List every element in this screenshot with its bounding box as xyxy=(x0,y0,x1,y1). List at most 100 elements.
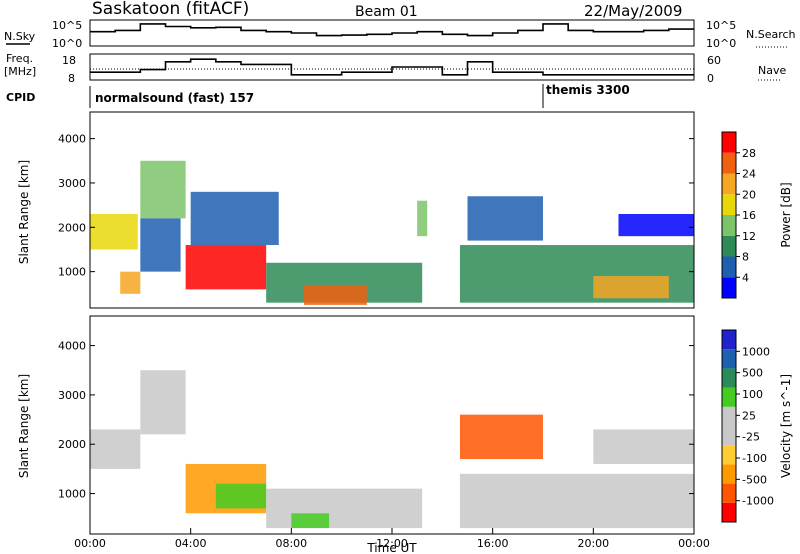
y-tick-label-2: 3000 xyxy=(58,177,86,190)
colorbar-tick-label-3: -25 xyxy=(742,431,760,444)
power-panel: 1000 2000 3000 4000 Slant Range [km] xyxy=(17,111,695,309)
freq-left-tick-bottom: 8 xyxy=(68,72,75,85)
noise-left-tick-bottom: 10^0 xyxy=(52,37,82,50)
colorbar-block-5 xyxy=(722,406,736,426)
power-y-ticks: 1000 2000 3000 4000 xyxy=(58,133,694,279)
noise-panel-frame xyxy=(89,19,695,47)
colorbar-block-3 xyxy=(722,445,736,465)
colorbar-block-6 xyxy=(722,152,736,174)
colorbar-block-7 xyxy=(722,368,736,388)
y-tick-label-1: 2000 xyxy=(58,438,86,451)
colorbar-tick-label-0: 4 xyxy=(742,271,749,284)
colorbar-block-3 xyxy=(722,215,736,236)
data-region-10 xyxy=(467,196,543,241)
data-region-8 xyxy=(417,200,428,237)
data-region-5 xyxy=(291,513,330,529)
beam-title: Beam 01 xyxy=(355,4,418,20)
noise-trace xyxy=(90,23,694,37)
station-title: Saskatoon (fitACF) xyxy=(92,0,249,19)
colorbar-block-4 xyxy=(722,194,736,215)
cpid-label: CPID xyxy=(6,91,35,104)
velocity-colorbar-ticks: -1000 -500 -100 -25 25 100 500 1000 xyxy=(736,345,774,508)
colorbar-tick-label-5: 24 xyxy=(742,168,756,181)
colorbar-block-2 xyxy=(722,235,736,257)
data-region-0 xyxy=(90,429,141,469)
freq-label-1: Freq. xyxy=(6,52,33,65)
x-tick-label-4: 16:00 xyxy=(477,537,509,550)
data-region-6 xyxy=(459,414,543,460)
colorbar-block-7 xyxy=(722,132,736,153)
velocity-x-ticks: 00:00 04:00 08:00 12:00 16:00 20:00 00:00 xyxy=(74,528,710,550)
colorbar-tick-label-5: 100 xyxy=(742,388,763,401)
data-region-4 xyxy=(266,488,423,529)
velocity-colorbar-frame xyxy=(721,329,737,523)
colorbar-block-1 xyxy=(722,483,736,503)
colorbar-block-4 xyxy=(722,426,736,446)
colorbar-block-1 xyxy=(722,256,736,278)
data-region-1 xyxy=(120,271,141,294)
cpid-mode-2: themis 3300 xyxy=(546,83,630,97)
colorbar-tick-label-4: 20 xyxy=(742,188,756,201)
data-region-5 xyxy=(190,191,279,246)
freq-label-2: [MHz] xyxy=(4,65,36,78)
velocity-colorbar-blocks xyxy=(722,330,736,522)
colorbar-tick-label-2: 12 xyxy=(742,230,756,243)
data-region-11 xyxy=(593,276,669,299)
time-axis-label: Time UT xyxy=(366,541,417,554)
date-title: 22/May/2009 xyxy=(584,2,682,20)
colorbar-block-5 xyxy=(722,173,736,195)
data-region-7 xyxy=(303,284,367,305)
freq-right-tick-bottom: 0 xyxy=(707,72,714,85)
colorbar-block-6 xyxy=(722,387,736,407)
freq-panel-frame xyxy=(89,53,695,81)
power-data-marks xyxy=(90,160,694,305)
colorbar-tick-label-7: 1000 xyxy=(742,345,770,358)
x-tick-label-3: 12:00 xyxy=(376,537,408,550)
data-region-12 xyxy=(618,213,694,237)
y-tick-label-1: 2000 xyxy=(58,221,86,234)
velocity-ylabel: Slant Range [km] xyxy=(17,374,31,478)
y-tick-label-2: 3000 xyxy=(58,389,86,402)
data-region-1 xyxy=(140,370,186,435)
noise-left-label: N.Sky xyxy=(4,30,36,43)
power-ylabel: Slant Range [km] xyxy=(17,160,31,264)
colorbar-block-8 xyxy=(722,349,736,369)
x-tick-label-1: 04:00 xyxy=(175,537,207,550)
power-panel-frame xyxy=(89,111,695,309)
data-region-2 xyxy=(140,160,186,219)
velocity-data-marks xyxy=(90,370,694,529)
velocity-panel: 1000 2000 3000 4000 00:00 04:00 08:00 12:00 16:… xyxy=(17,315,710,554)
data-region-0 xyxy=(90,213,138,250)
colorbar-tick-label-1: 8 xyxy=(742,251,749,264)
velocity-colorbar: -1000 -500 -100 -25 25 100 500 1000 Velocity [m… xyxy=(721,329,793,523)
x-tick-label-2: 08:00 xyxy=(275,537,307,550)
colorbar-block-9 xyxy=(722,330,736,350)
freq-right-tick-top: 60 xyxy=(707,54,721,67)
x-tick-label-5: 20:00 xyxy=(577,537,609,550)
noise-panel: N.Sky 10^5 10^0 10^5 10^0 N.Search xyxy=(4,19,796,50)
power-colorbar-blocks xyxy=(722,132,736,298)
freq-panel: Freq. [MHz] 18 8 60 0 Nave xyxy=(4,52,786,85)
colorbar-block-0 xyxy=(722,502,736,522)
data-region-3 xyxy=(140,218,181,272)
data-region-8 xyxy=(593,429,694,464)
colorbar-tick-label-2: -100 xyxy=(742,452,767,465)
velocity-colorbar-label: Velocity [m s^-1] xyxy=(779,374,793,478)
freq-trace xyxy=(90,58,694,76)
y-tick-label-3: 4000 xyxy=(58,133,86,146)
noise-right-tick-bottom: 10^0 xyxy=(706,37,736,50)
colorbar-tick-label-6: 500 xyxy=(742,367,763,380)
colorbar-tick-label-1: -500 xyxy=(742,473,767,486)
x-tick-label-0: 00:00 xyxy=(74,537,106,550)
data-region-3 xyxy=(215,483,267,509)
colorbar-block-0 xyxy=(722,277,736,298)
power-colorbar: 4 8 12 16 20 24 28 Power [dB] xyxy=(721,131,793,299)
y-tick-label-0: 1000 xyxy=(58,488,86,501)
noise-left-tick-top: 10^5 xyxy=(52,19,82,32)
cpid-panel: CPID normalsound (fast) 157 themis 3300 xyxy=(6,83,630,108)
data-region-4 xyxy=(185,245,267,290)
x-tick-label-6: 00:00 xyxy=(678,537,710,550)
data-region-7 xyxy=(459,473,694,529)
velocity-y-ticks: 1000 2000 3000 4000 xyxy=(58,340,694,501)
